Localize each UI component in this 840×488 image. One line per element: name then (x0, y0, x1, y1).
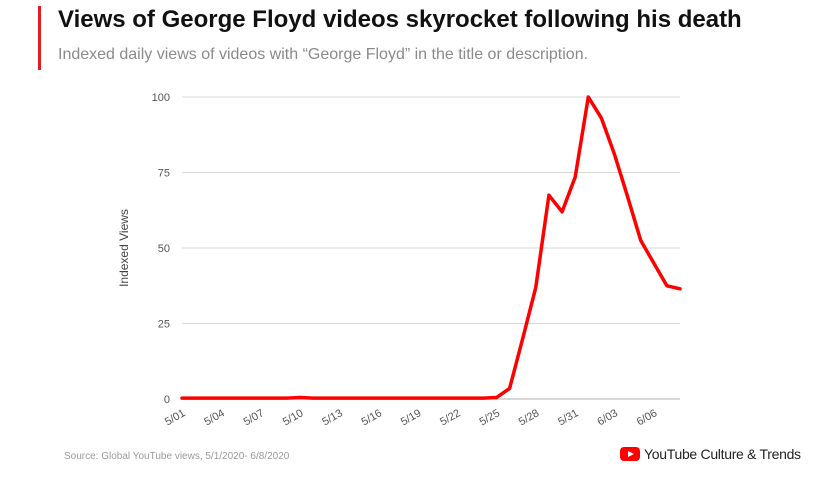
x-tick-label: 5/31 (556, 407, 581, 428)
x-tick-label: 5/22 (438, 407, 463, 428)
x-tick-label: 5/16 (360, 407, 385, 428)
series-line (180, 95, 682, 400)
title-accent-bar (38, 6, 41, 70)
logo-text: YouTube Culture & Trends (644, 446, 801, 462)
y-axis-label: Indexed Views (117, 209, 131, 287)
x-tick-label: 5/13 (320, 407, 345, 428)
youtube-logo: YouTube Culture & Trends (620, 446, 801, 462)
y-tick-label: 0 (164, 394, 170, 406)
x-tick-label: 6/06 (635, 407, 660, 428)
source-note: Source: Global YouTube views, 5/1/2020- … (64, 451, 290, 462)
x-tick-label: 5/28 (517, 407, 542, 428)
y-tick-label: 100 (152, 92, 170, 104)
chart-subtitle: Indexed daily views of videos with “Geor… (58, 46, 589, 63)
x-tick-label: 6/03 (595, 407, 620, 428)
youtube-play-icon (620, 447, 640, 461)
y-tick-label: 50 (158, 243, 170, 255)
y-tick-label: 25 (158, 319, 170, 331)
x-tick-label: 5/01 (163, 407, 188, 428)
x-tick-label: 5/04 (202, 407, 227, 428)
x-tick-label: 5/07 (242, 407, 267, 428)
chart-title: Views of George Floyd videos skyrocket f… (58, 6, 742, 33)
x-tick-label: 5/25 (477, 407, 502, 428)
x-tick-label: 5/19 (399, 407, 424, 428)
y-tick-label: 75 (158, 168, 170, 180)
x-tick-label: 5/10 (281, 407, 306, 428)
